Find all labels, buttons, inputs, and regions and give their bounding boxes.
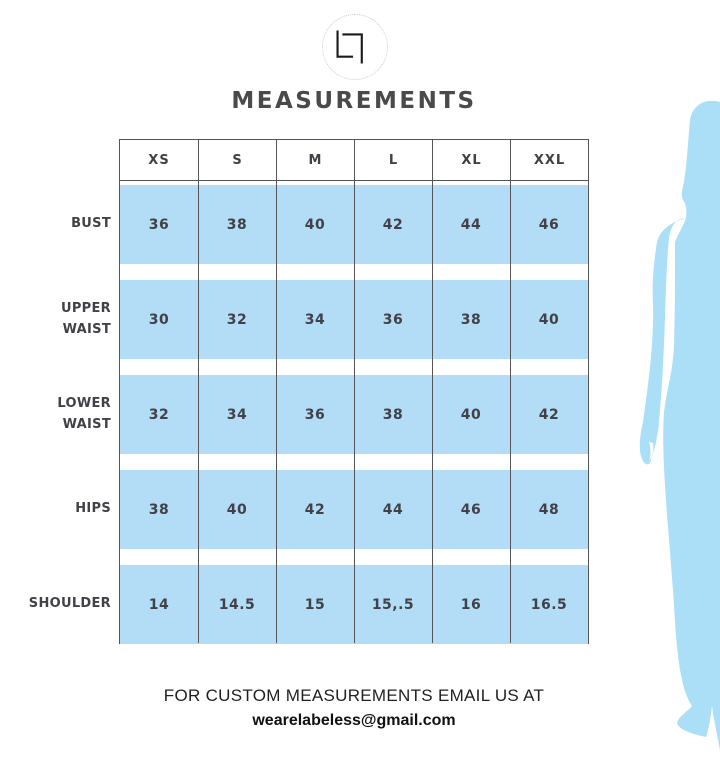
size-table-body: 36 38 40 42 44 46 BUST 30 32 34 36 38 40 UPPER WAIST 3… — [29, 181, 589, 644]
size-value-cell: 14.5 — [218, 596, 256, 613]
size-value-cell: 38 — [148, 501, 170, 518]
female-silhouette — [639, 100, 720, 750]
size-column-header: XS — [148, 152, 170, 168]
size-column-header: M — [276, 140, 354, 180]
footer: FOR CUSTOM MEASUREMENTS EMAIL US AT wear… — [0, 686, 708, 730]
size-value-cell: 46 — [460, 501, 482, 518]
size-value-cell: 40 — [460, 406, 482, 423]
size-value-cell: 38 — [460, 311, 482, 328]
brand-logo — [322, 14, 388, 80]
column-divider — [197, 181, 199, 643]
column-divider — [431, 181, 433, 643]
size-value-cell: 15 — [304, 596, 326, 613]
size-value-cell: 46 — [538, 216, 560, 233]
size-value-cell: 16 — [460, 596, 482, 613]
size-value-cell: 42 — [304, 501, 326, 518]
size-header-row: XS S M L XL XXL — [119, 139, 589, 181]
measurement-row-label: HIPS — [75, 501, 111, 517]
footer-note: FOR CUSTOM MEASUREMENTS EMAIL US AT — [163, 686, 545, 705]
silhouette-hand-notch — [649, 442, 654, 461]
silhouette-body — [663, 100, 720, 750]
size-value-cell: 44 — [382, 501, 404, 518]
size-value-cell: 34 — [304, 311, 326, 328]
size-value-cell: 36 — [304, 406, 326, 423]
size-value-cell: 30 — [148, 311, 170, 328]
measurement-row-label: LOWER WAIST — [57, 395, 111, 432]
column-divider — [354, 181, 355, 643]
size-chart-table: XS S M L XL XXL 36 38 40 42 44 46 BUST 30 32 34 36 38 40 U… — [29, 139, 589, 644]
size-value-cell: 38 — [226, 216, 248, 233]
size-value-cell: 34 — [226, 406, 248, 423]
measurement-row-label: UPPER WAIST — [60, 300, 111, 337]
silhouette-arm — [639, 218, 685, 465]
size-column-header: XXL — [510, 140, 588, 180]
size-value-cell: 40 — [226, 501, 248, 518]
column-divider — [510, 181, 511, 643]
footer-email: wearelabeless@gmail.com — [252, 712, 456, 729]
column-divider — [275, 181, 277, 643]
measurement-row-label: SHOULDER — [28, 596, 111, 612]
size-value-cell: 36 — [382, 311, 404, 328]
size-value-cell: 44 — [460, 216, 482, 233]
size-value-cell: 16.5 — [530, 596, 568, 613]
size-value-cell: 48 — [538, 501, 560, 518]
size-value-cell: 36 — [148, 216, 170, 233]
size-value-cell: 38 — [382, 406, 404, 423]
labeless-monogram-icon — [336, 30, 363, 64]
size-value-cell: 42 — [382, 216, 404, 233]
size-value-cell: 15,.5 — [371, 596, 415, 613]
size-column-header: L — [354, 140, 432, 180]
page-title: MEASUREMENTS — [231, 88, 477, 114]
size-value-cell: 40 — [538, 311, 560, 328]
measurement-row-label: BUST — [71, 216, 111, 232]
size-value-cell: 32 — [148, 406, 170, 423]
size-column-header: S — [198, 140, 276, 180]
size-value-cell: 32 — [226, 311, 248, 328]
size-value-cell: 40 — [304, 216, 326, 233]
size-value-cell: 14 — [148, 596, 170, 613]
size-value-cell: 42 — [538, 406, 560, 423]
size-column-header: XL — [432, 140, 510, 180]
